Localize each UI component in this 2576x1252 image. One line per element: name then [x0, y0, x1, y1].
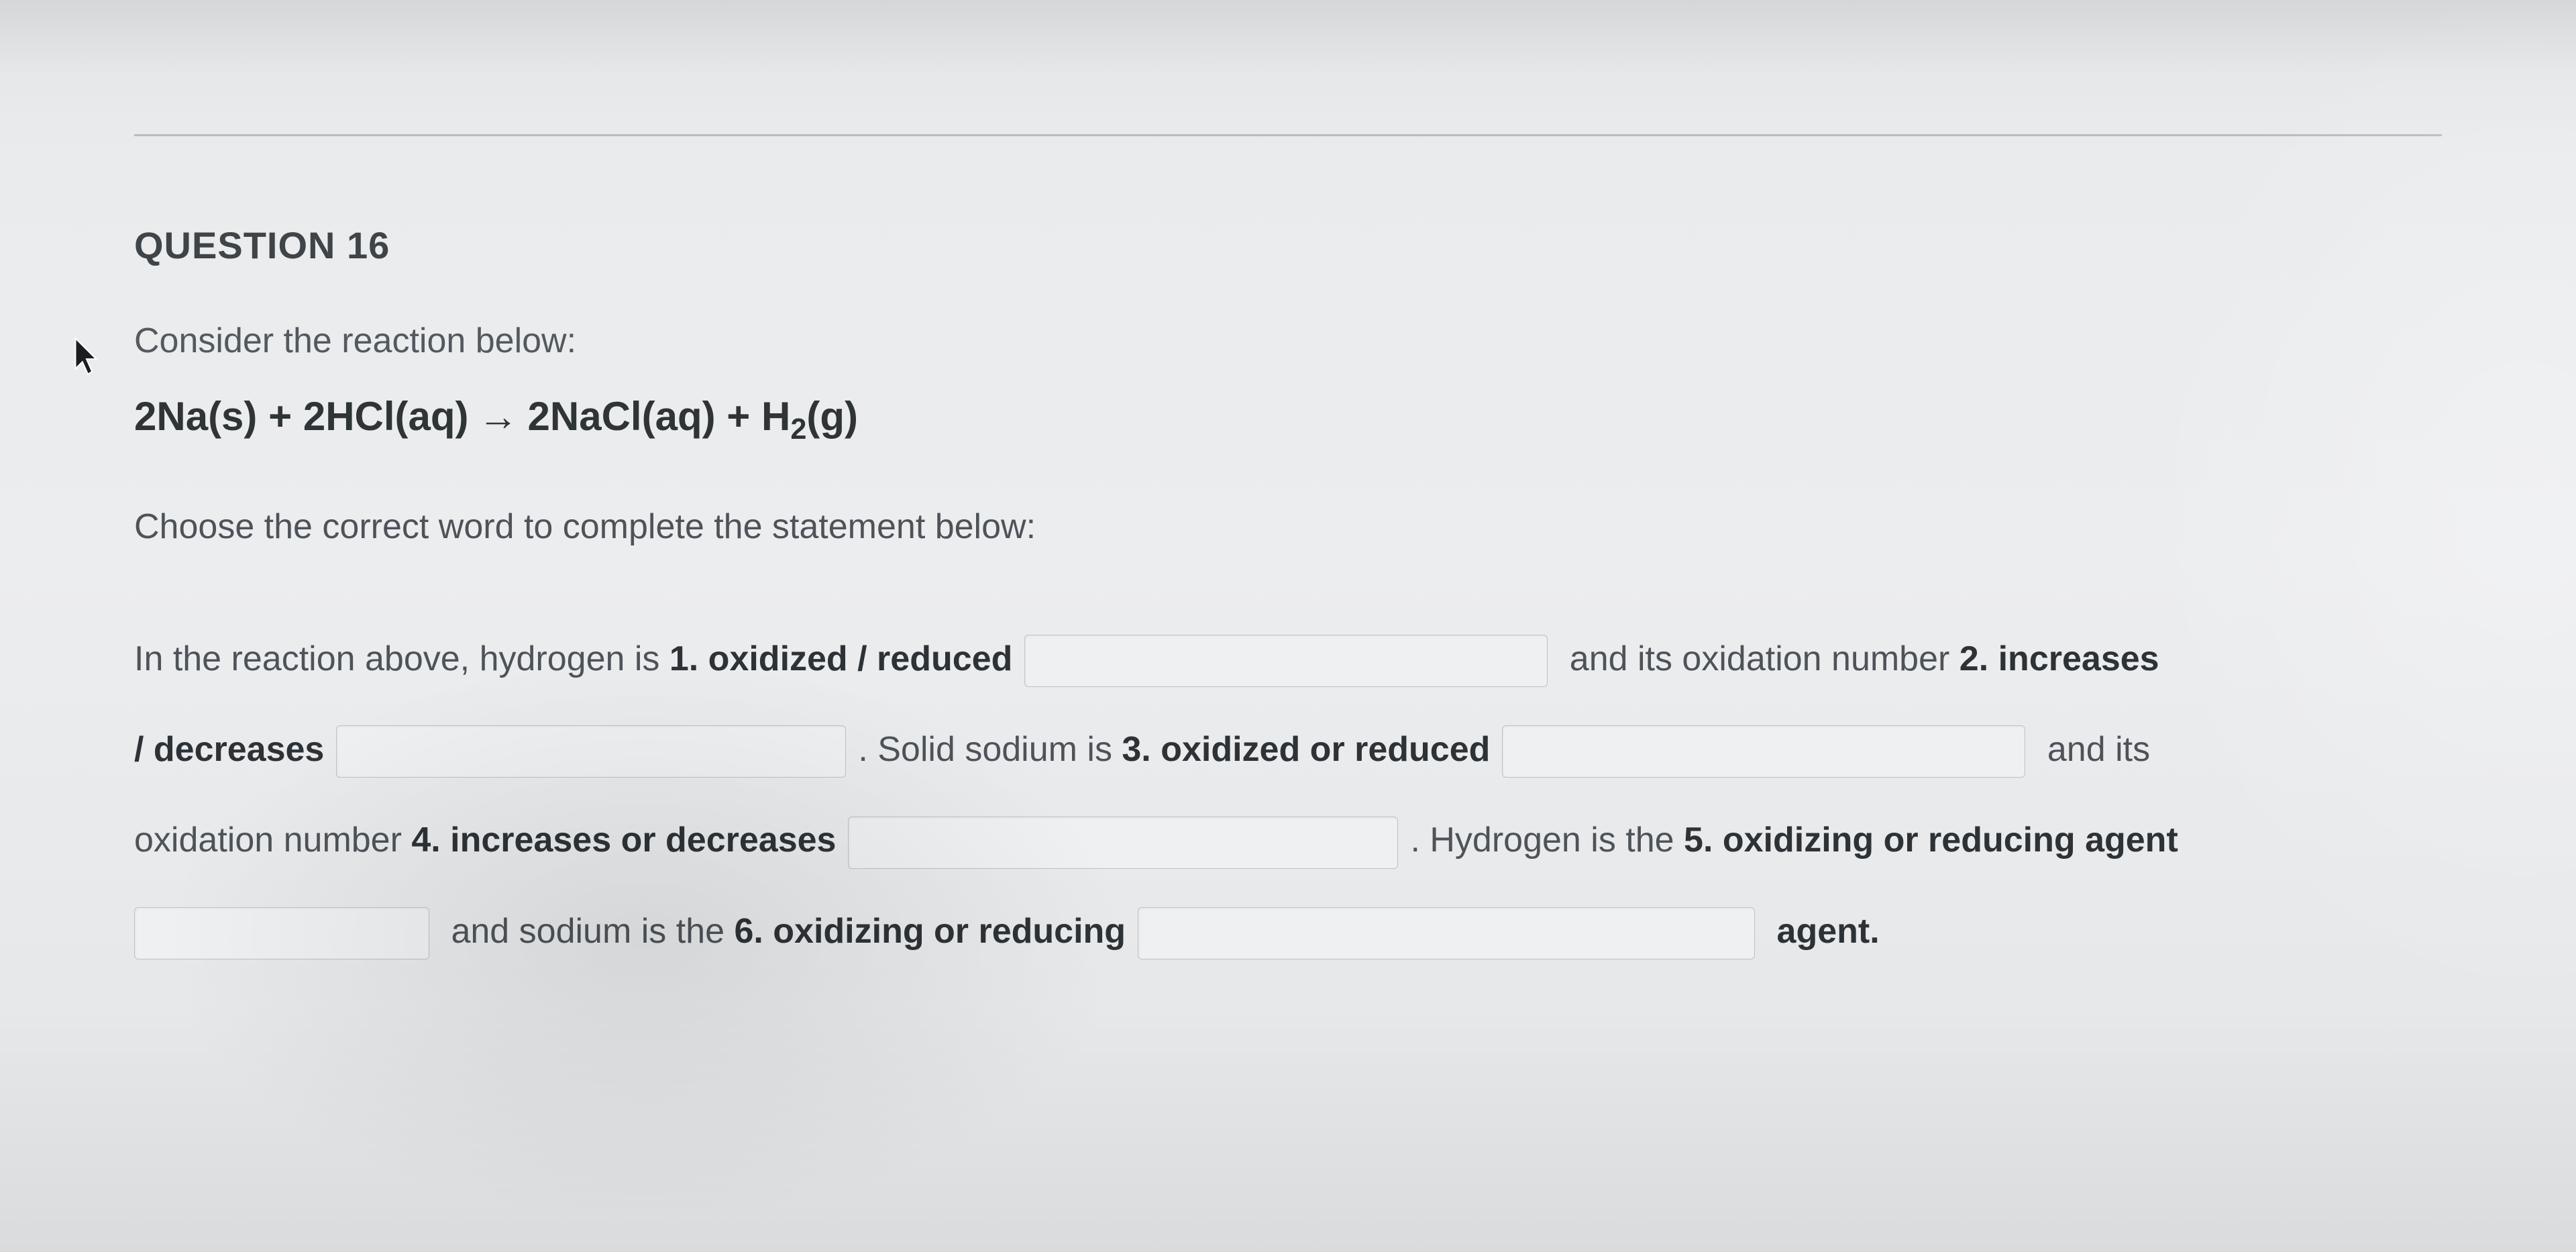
- blank-2[interactable]: [336, 725, 846, 778]
- eq-rhs1-coef: 2: [528, 394, 550, 439]
- eq-rhs1-species: NaCl: [550, 394, 642, 439]
- seg4a: oxidation number: [134, 821, 411, 859]
- eq-arrow: →: [478, 393, 519, 439]
- eq-plus-2: +: [716, 394, 761, 439]
- seg3d: and its: [2037, 730, 2150, 769]
- eq-plus-1: +: [257, 394, 303, 439]
- seg5b: 6. oxidizing or reducing: [734, 912, 1126, 951]
- blank-5[interactable]: [134, 907, 429, 959]
- eq-rhs1-state: (aq): [642, 394, 716, 439]
- seg4c: . Hydrogen is the: [1410, 821, 1684, 859]
- seg2b: 2. increases: [1960, 639, 2159, 678]
- seg2a: and its oxidation number: [1560, 639, 1959, 678]
- eq-lhs2-coef: 2: [303, 394, 325, 439]
- blank-3[interactable]: [1502, 725, 2025, 778]
- blank-4[interactable]: [848, 817, 1398, 869]
- blank-1[interactable]: [1024, 635, 1548, 687]
- seg5a: and sodium is the: [441, 912, 734, 951]
- question-number: QUESTION 16: [134, 223, 2442, 267]
- seg4b: 4. increases or decreases: [411, 821, 836, 859]
- eq-lhs2-species: HCl: [325, 394, 394, 439]
- section-divider: [134, 134, 2442, 136]
- blank-6[interactable]: [1138, 907, 1755, 959]
- instruction-text: Choose the correct word to complete the …: [134, 507, 2442, 547]
- eq-lhs1-coef: 2: [134, 394, 156, 439]
- chemical-equation: 2Na(s) + 2HCl(aq)→2NaCl(aq) + H2(g): [134, 393, 2442, 439]
- seg3b: . Solid sodium is: [858, 730, 1122, 769]
- seg1b: 1. oxidized / reduced: [669, 639, 1012, 678]
- eq-lhs1-species: Na: [156, 394, 208, 439]
- question-panel: QUESTION 16 Consider the reaction below:…: [0, 0, 2576, 1252]
- seg3c: 3. oxidized or reduced: [1122, 730, 1490, 769]
- eq-rhs2-state: (g): [806, 394, 858, 439]
- seg3a: / decreases: [134, 730, 324, 769]
- eq-lhs2-state: (aq): [395, 394, 469, 439]
- eq-rhs2-species: H: [761, 394, 790, 439]
- seg4d: 5. oxidizing or reducing agent: [1684, 821, 2178, 859]
- seg1a: In the reaction above, hydrogen is: [134, 639, 669, 678]
- cursor-icon: [72, 335, 101, 377]
- fill-in-statement: In the reaction above, hydrogen is 1. ox…: [134, 614, 2442, 977]
- eq-lhs1-state: (s): [208, 394, 257, 439]
- eq-rhs2-sub: 2: [790, 413, 806, 446]
- seg5c: agent.: [1767, 912, 1880, 951]
- question-prompt: Consider the reaction below:: [134, 321, 2442, 361]
